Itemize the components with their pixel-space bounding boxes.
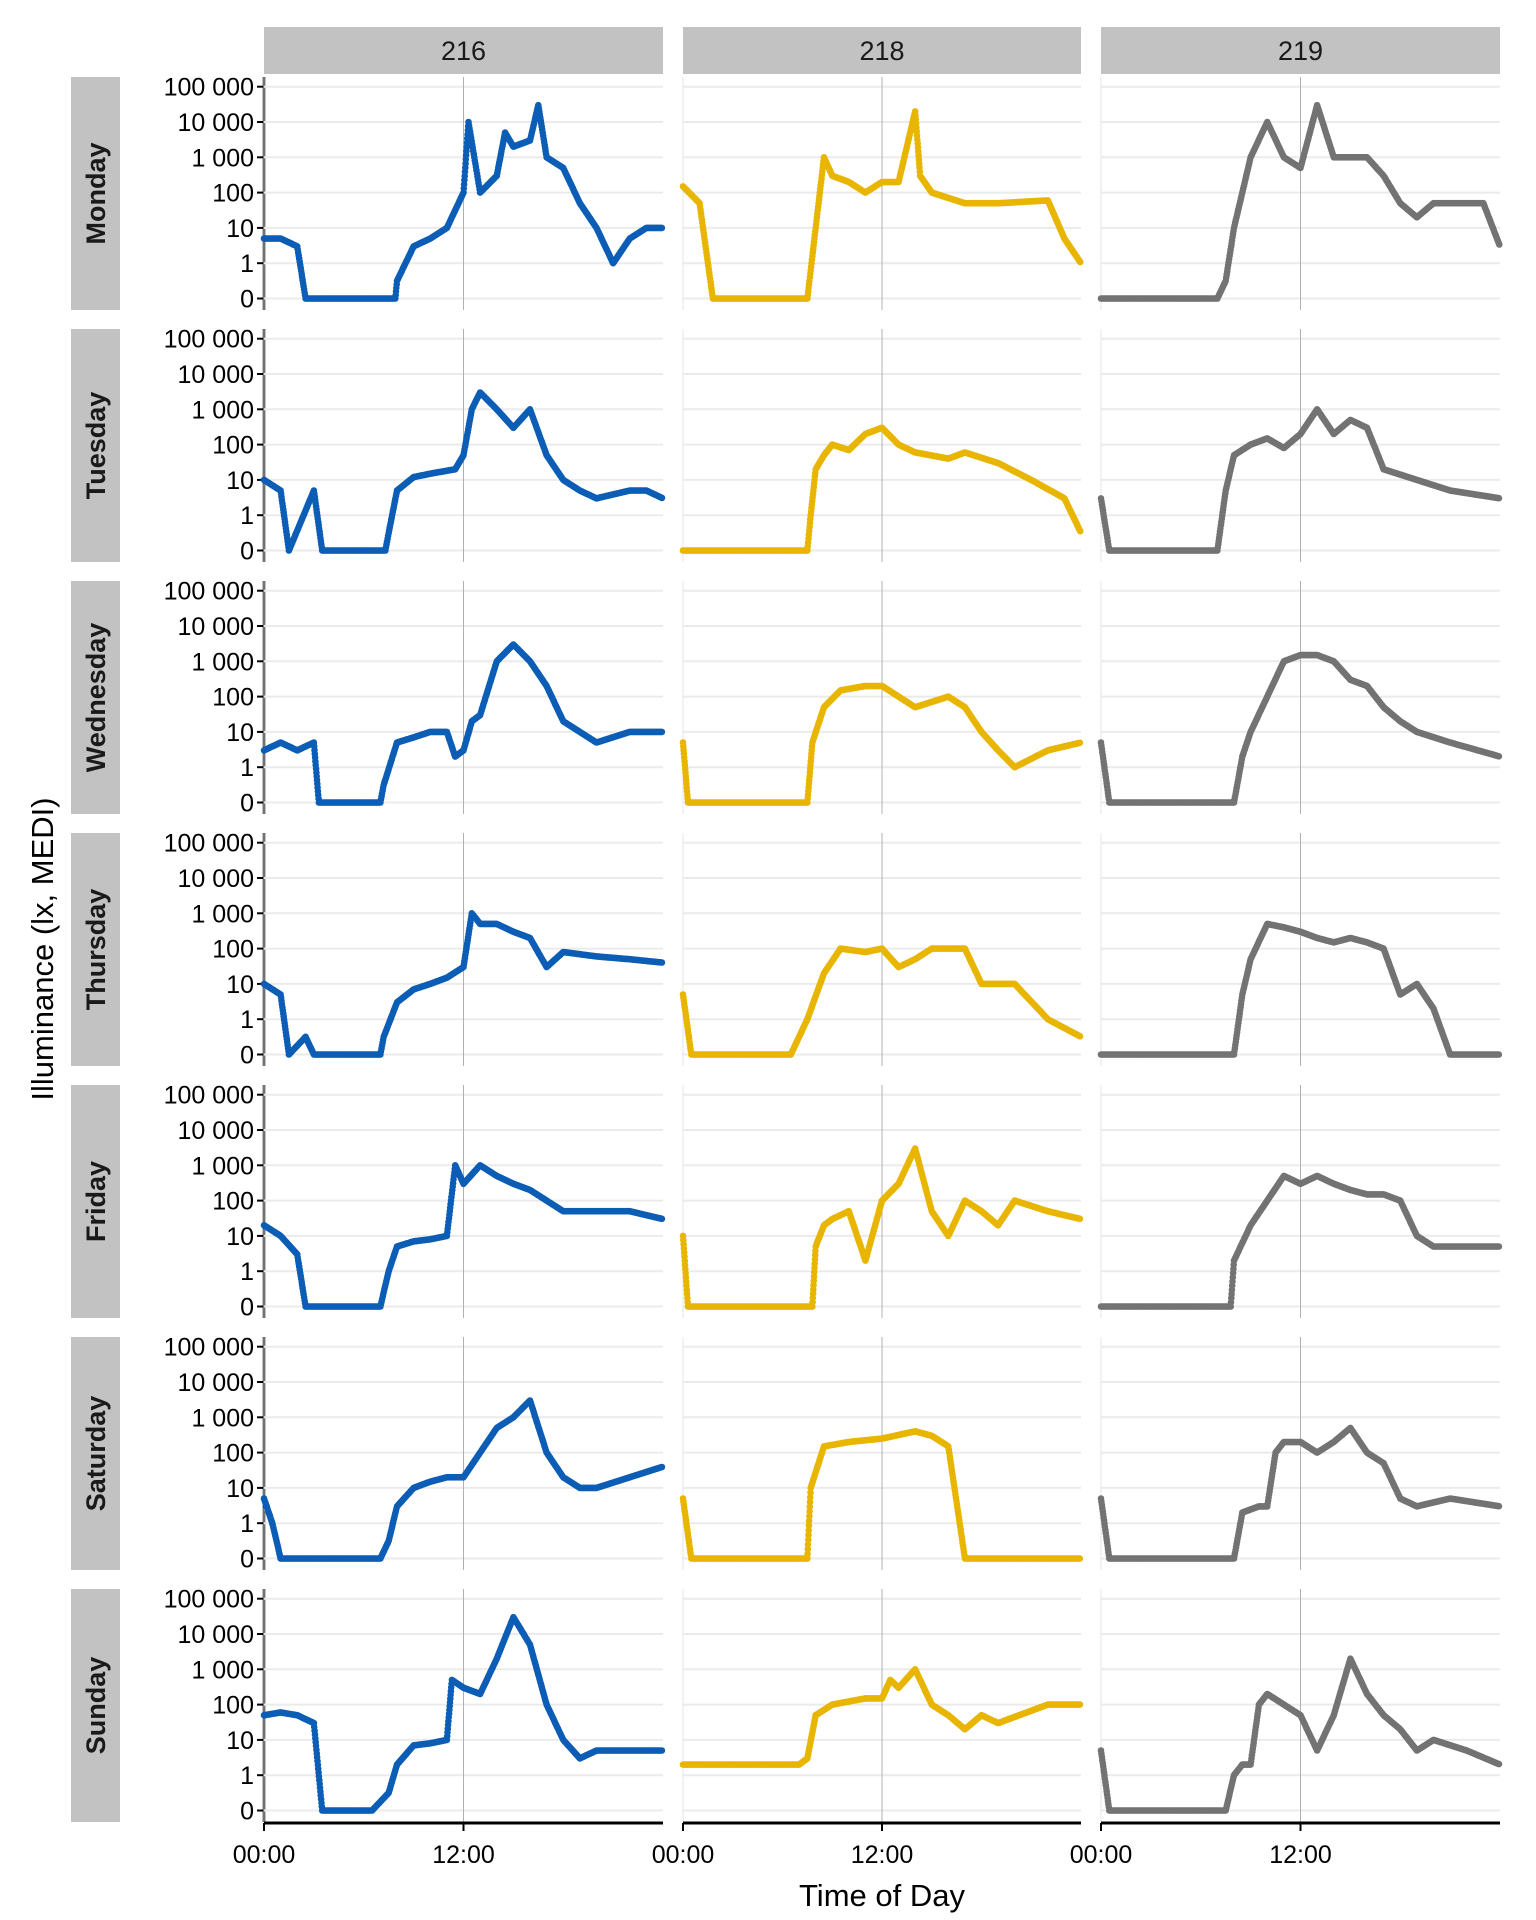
row-strip-tuesday — [71, 329, 120, 562]
row-strip-monday — [71, 77, 120, 310]
y-tick-label: 10 000 — [178, 109, 254, 137]
y-tick-label: 0 — [240, 790, 254, 818]
data-point — [1076, 258, 1084, 266]
data-point — [658, 224, 666, 232]
data-point — [1496, 241, 1503, 248]
column-strip-218 — [683, 27, 1081, 74]
y-tick-label: 100 000 — [164, 326, 254, 354]
y-tick-label: 10 — [226, 719, 254, 747]
column-strip-label: 216 — [441, 36, 486, 66]
y-tick-label: 1 — [240, 250, 254, 278]
column-strip-216 — [264, 27, 663, 74]
y-tick-label: 100 — [212, 180, 254, 208]
data-point — [1076, 739, 1084, 747]
y-tick-label: 100 — [212, 684, 254, 712]
y-tick-label: 1 — [240, 502, 254, 530]
y-tick-label: 10 — [226, 467, 254, 495]
y-tick-label: 10 000 — [178, 613, 254, 641]
column-strip-label: 218 — [859, 36, 904, 66]
y-tick-label: 0 — [240, 538, 254, 566]
y-tick-label: 1 000 — [191, 144, 254, 172]
y-tick-label: 1 000 — [191, 900, 254, 928]
y-tick-label: 100 — [212, 432, 254, 460]
y-tick-label: 10 — [226, 215, 254, 243]
y-tick-label: 1 — [240, 1006, 254, 1034]
column-strip-219 — [1101, 27, 1500, 74]
y-tick-label: 10 000 — [178, 361, 254, 389]
column-strip-label: 219 — [1278, 36, 1323, 66]
data-point — [658, 728, 666, 736]
row-strip-label: Thursday — [81, 889, 111, 1011]
y-tick-label: 10 000 — [178, 865, 254, 893]
y-tick-label: 100 — [212, 936, 254, 964]
y-tick-label: 0 — [240, 1042, 254, 1070]
y-tick-label: 10 — [226, 971, 254, 999]
data-point — [1076, 1033, 1084, 1040]
row-strip-label: Monday — [81, 142, 111, 244]
data-point — [658, 959, 666, 966]
y-tick-label: 1 000 — [191, 396, 254, 424]
y-axis-title: Illuminance (lx, MEDI) — [25, 797, 60, 1100]
row-strip-label: Tuesday — [81, 392, 111, 500]
row-strip-label: Wednesday — [81, 623, 111, 773]
data-point — [1495, 753, 1503, 760]
data-point — [658, 494, 666, 502]
y-tick-label: 100 000 — [164, 578, 254, 606]
data-point — [1495, 494, 1503, 502]
y-tick-label: 100 000 — [164, 74, 254, 102]
y-tick-label: 0 — [240, 286, 254, 314]
y-tick-label: 1 — [240, 754, 254, 782]
data-point — [1076, 527, 1084, 535]
y-tick-label: 1 000 — [191, 648, 254, 676]
x-axis-title: Time of Day — [799, 1878, 965, 1913]
y-tick-label: 100 000 — [164, 830, 254, 858]
